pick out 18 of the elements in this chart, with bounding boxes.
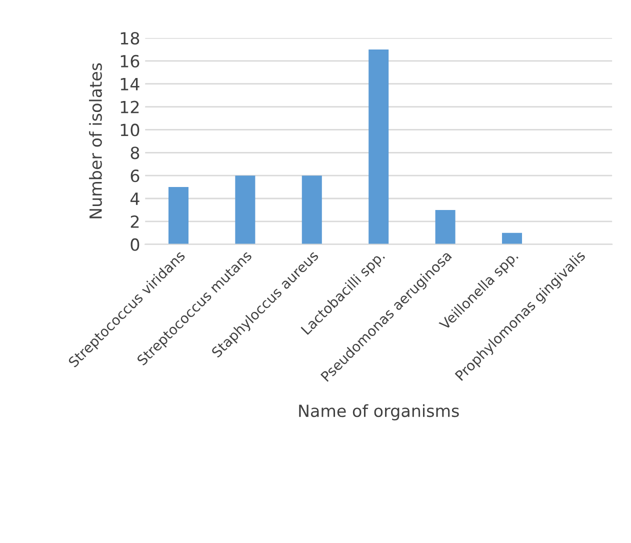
bar bbox=[502, 232, 522, 244]
y-tick-label: 0 bbox=[130, 238, 140, 251]
y-axis-title: Number of isolates bbox=[89, 63, 102, 218]
y-tick-label: 10 bbox=[120, 124, 140, 136]
y-tick-label: 14 bbox=[120, 78, 140, 90]
y-tick-label: 4 bbox=[130, 192, 140, 205]
bar bbox=[302, 176, 322, 244]
y-tick-label: 18 bbox=[120, 32, 140, 45]
y-tick-label: 8 bbox=[130, 146, 140, 160]
bar bbox=[168, 187, 188, 244]
y-tick-label: 16 bbox=[120, 54, 140, 68]
bar bbox=[368, 49, 389, 244]
bar bbox=[235, 176, 256, 244]
y-tick-label: 2 bbox=[130, 215, 139, 228]
y-tick-label: 12 bbox=[120, 100, 139, 114]
x-axis-title: Name of organisms bbox=[299, 404, 459, 420]
y-tick-label: 6 bbox=[130, 170, 140, 182]
bar bbox=[435, 210, 456, 244]
